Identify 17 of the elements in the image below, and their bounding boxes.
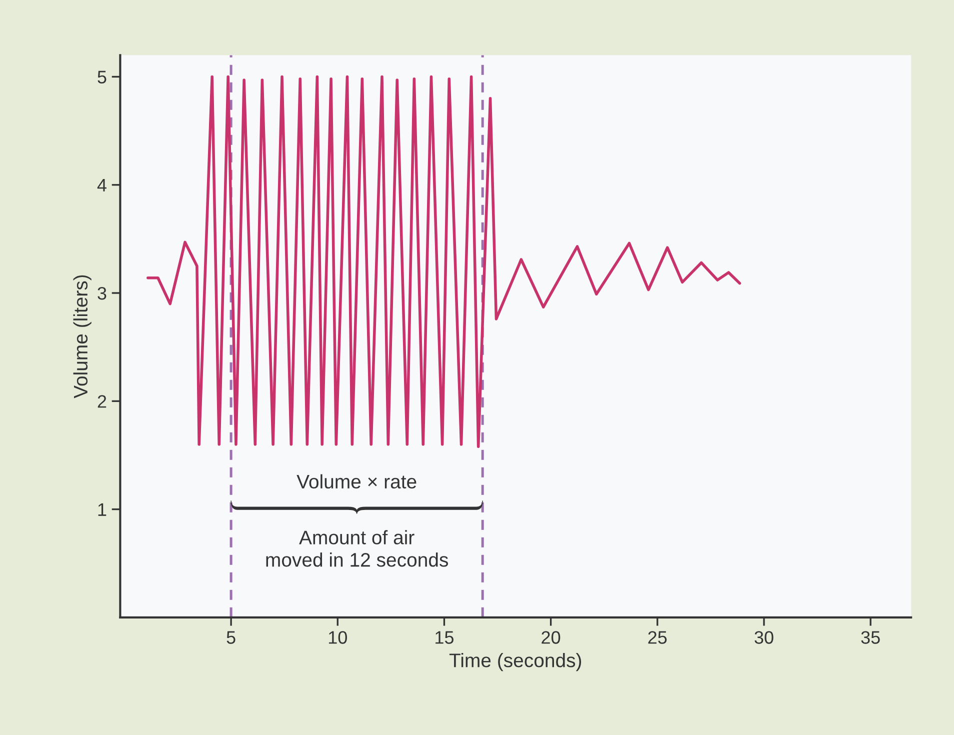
line-series xyxy=(146,75,742,448)
y-tick-label: 1 xyxy=(98,503,106,516)
annotation: Amount of air moved in 12 seconds xyxy=(266,530,448,567)
y-tick-label: 4 xyxy=(97,179,106,192)
annotation: Volume × rate xyxy=(296,474,416,489)
x-tick-label: 30 xyxy=(754,631,774,644)
x-tick-label: 35 xyxy=(861,631,880,644)
x-tick-label: 10 xyxy=(328,631,347,644)
x-axis-title: Time (seconds) xyxy=(449,652,582,672)
y-tick-label: 5 xyxy=(98,70,106,84)
x-tick-label: 20 xyxy=(542,631,560,644)
y-tick-label: 3 xyxy=(98,286,106,300)
x-tick-label: 25 xyxy=(648,631,667,644)
y-axis-title: Volume (liters) xyxy=(73,275,92,398)
x-tick-label: 5 xyxy=(226,631,236,644)
y-tick-label: 2 xyxy=(98,395,106,408)
x-tick-label: 15 xyxy=(436,631,454,644)
